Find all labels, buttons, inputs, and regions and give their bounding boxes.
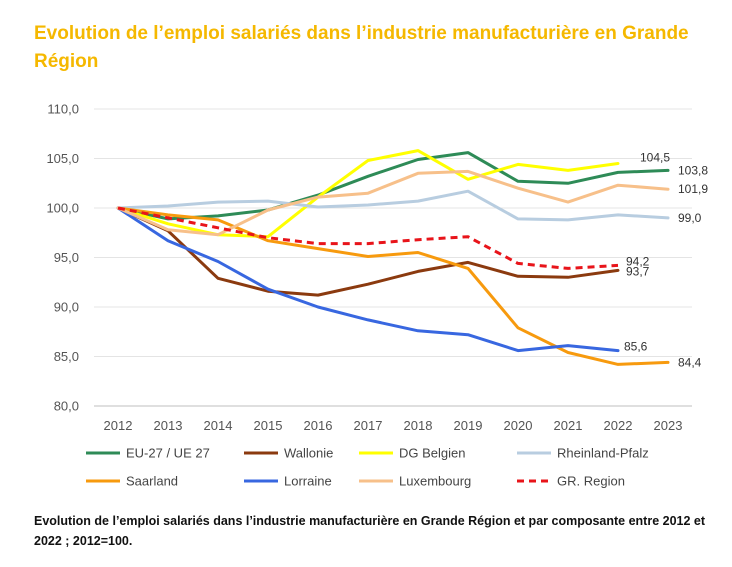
x-tick-label: 2017: [354, 418, 383, 433]
series-line-dg-belgien: [116, 149, 620, 239]
series-line-luxembourg: [116, 169, 670, 237]
legend-label: Lorraine: [284, 474, 332, 489]
legend-label: Rheinland-Pfalz: [557, 446, 649, 461]
legend-label: Luxembourg: [399, 474, 471, 489]
y-tick-label: 90,0: [54, 300, 79, 315]
x-tick-label: 2020: [504, 418, 533, 433]
gridlines: [94, 108, 692, 407]
y-tick-label: 80,0: [54, 399, 79, 414]
data-label: 103,8: [678, 163, 708, 177]
series-line-lorraine: [116, 206, 620, 353]
legend-label: Wallonie: [284, 446, 333, 461]
x-tick-label: 2014: [204, 418, 233, 433]
figure-caption: Evolution de l’emploi salariés dans l’in…: [34, 514, 706, 548]
x-tick-label: 2016: [304, 418, 333, 433]
legend-label: Saarland: [126, 474, 178, 489]
data-label: 101,9: [678, 182, 708, 196]
series-line-saarland: [116, 206, 670, 366]
data-label: 94,2: [626, 254, 650, 268]
series-line-gr-region: [117, 206, 619, 270]
y-axis-ticks: 80,0 85,0 90,0 95,0 100,0 105,0 110,0: [46, 102, 79, 414]
y-tick-label: 85,0: [54, 349, 79, 364]
x-tick-label: 2023: [654, 418, 683, 433]
data-label: 93,7: [626, 264, 650, 278]
y-tick-label: 100,0: [46, 201, 79, 216]
legend: EU-27 / UE 27 Wallonie DG Belgien Rheinland…: [86, 446, 649, 489]
x-tick-label: 2021: [554, 418, 583, 433]
legend-label: DG Belgien: [399, 446, 465, 461]
series-line-eu-27-ue-27: [116, 151, 670, 221]
data-label: 84,4: [678, 355, 702, 369]
chart-title: Evolution de l’emploi salariés dans l’in…: [34, 23, 689, 72]
x-axis-ticks: 2012 2013 2014 2015 2016 2017 2018 2019 2020 2021…: [104, 418, 683, 433]
legend-label: GR. Region: [557, 474, 625, 489]
x-tick-label: 2013: [154, 418, 183, 433]
data-label: 104,5: [640, 150, 670, 164]
x-tick-label: 2012: [104, 418, 133, 433]
series-line-wallonie: [116, 206, 620, 297]
series-line-rheinland-pfalz: [116, 189, 670, 222]
x-tick-label: 2019: [454, 418, 483, 433]
data-label: 85,6: [624, 340, 648, 354]
legend-label: EU-27 / UE 27: [126, 446, 210, 461]
x-tick-label: 2018: [404, 418, 433, 433]
y-tick-label: 105,0: [46, 151, 79, 166]
data-label: 99,0: [678, 211, 702, 225]
y-tick-label: 110,0: [47, 102, 79, 117]
data-labels: 103,8 93,7 104,5 99,0 84,4 85,6 101,9 94,2: [624, 150, 708, 369]
y-tick-label: 95,0: [54, 250, 79, 265]
x-tick-label: 2015: [254, 418, 283, 433]
series-lines: [116, 149, 670, 366]
x-tick-label: 2022: [604, 418, 633, 433]
